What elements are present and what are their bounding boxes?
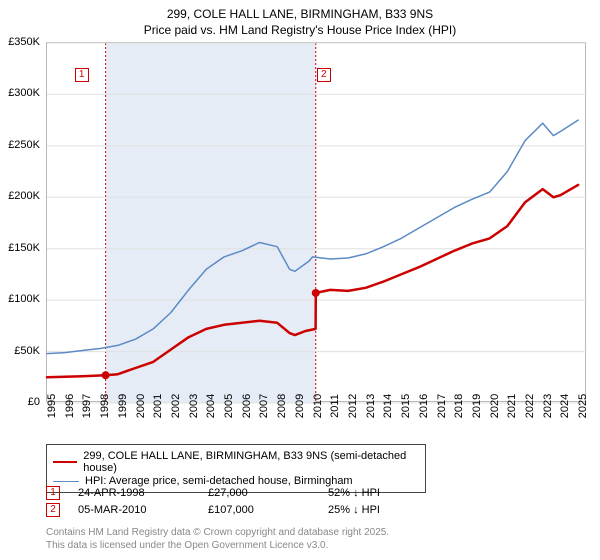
x-tick-label: 2022 xyxy=(524,394,536,418)
info-row: 1 24-APR-1998£27,00052% ↓ HPI xyxy=(46,486,586,500)
title-line2: Price paid vs. HM Land Registry's House … xyxy=(0,22,600,38)
info-row: 2 05-MAR-2010£107,00025% ↓ HPI xyxy=(46,503,586,517)
x-tick-label: 2007 xyxy=(258,394,270,418)
x-tick-label: 2025 xyxy=(577,394,589,418)
y-tick-label: £300K xyxy=(8,87,40,99)
x-tick-label: 2014 xyxy=(382,394,394,418)
y-tick-label: £0 xyxy=(28,396,40,408)
x-tick-label: 2024 xyxy=(559,394,571,418)
annotation-marker: 2 xyxy=(317,68,331,82)
legend-item: 299, COLE HALL LANE, BIRMINGHAM, B33 9NS… xyxy=(53,450,419,474)
x-tick-label: 2006 xyxy=(241,394,253,418)
chart-title-block: 299, COLE HALL LANE, BIRMINGHAM, B33 9NS… xyxy=(0,0,600,38)
x-tick-label: 2018 xyxy=(453,394,465,418)
x-tick-label: 2019 xyxy=(471,394,483,418)
x-tick-label: 1997 xyxy=(81,394,93,418)
x-tick-label: 2004 xyxy=(205,394,217,418)
y-tick-label: £200K xyxy=(8,190,40,202)
x-tick-label: 1995 xyxy=(46,394,58,418)
y-tick-label: £250K xyxy=(8,139,40,151)
y-axis-ticks: £0£50K£100K£150K£200K£250K£300K£350K xyxy=(0,42,44,402)
title-line1: 299, COLE HALL LANE, BIRMINGHAM, B33 9NS xyxy=(0,6,600,22)
info-marker: 1 xyxy=(46,486,60,500)
y-tick-label: £100K xyxy=(8,293,40,305)
x-tick-label: 2000 xyxy=(135,394,147,418)
x-tick-label: 2020 xyxy=(489,394,501,418)
x-tick-label: 2011 xyxy=(329,394,341,418)
info-date: 05-MAR-2010 xyxy=(78,504,208,516)
legend-swatch xyxy=(53,461,77,463)
chart-container: 299, COLE HALL LANE, BIRMINGHAM, B33 9NS… xyxy=(0,0,600,560)
x-tick-label: 2001 xyxy=(152,394,164,418)
y-tick-label: £350K xyxy=(8,36,40,48)
x-tick-label: 2016 xyxy=(418,394,430,418)
x-tick-label: 2017 xyxy=(436,394,448,418)
info-price: £27,000 xyxy=(208,487,328,499)
x-tick-label: 2013 xyxy=(365,394,377,418)
plot-area: 12 xyxy=(46,42,586,402)
y-tick-label: £50K xyxy=(14,345,40,357)
legend-label: 299, COLE HALL LANE, BIRMINGHAM, B33 9NS… xyxy=(83,450,419,474)
x-tick-label: 2009 xyxy=(294,394,306,418)
x-tick-label: 1996 xyxy=(64,394,76,418)
small-print-line2: This data is licensed under the Open Gov… xyxy=(46,539,586,552)
info-delta: 25% ↓ HPI xyxy=(328,504,380,516)
x-tick-label: 2003 xyxy=(188,394,200,418)
plot-svg: 12 xyxy=(47,43,585,401)
x-tick-label: 2021 xyxy=(506,394,518,418)
x-tick-label: 2023 xyxy=(542,394,554,418)
info-marker: 2 xyxy=(46,503,60,517)
x-tick-label: 1998 xyxy=(99,394,111,418)
info-delta: 52% ↓ HPI xyxy=(328,487,380,499)
x-tick-label: 1999 xyxy=(117,394,129,418)
x-tick-label: 2010 xyxy=(312,394,324,418)
info-date: 24-APR-1998 xyxy=(78,487,208,499)
legend-swatch xyxy=(53,481,79,482)
small-print: Contains HM Land Registry data © Crown c… xyxy=(46,526,586,552)
x-tick-label: 2012 xyxy=(347,394,359,418)
transaction-info: 1 24-APR-1998£27,00052% ↓ HPI 2 05-MAR-2010… xyxy=(46,486,586,520)
annotation-marker: 1 xyxy=(75,68,89,82)
x-tick-label: 2008 xyxy=(276,394,288,418)
info-price: £107,000 xyxy=(208,504,328,516)
y-tick-label: £150K xyxy=(8,242,40,254)
x-tick-label: 2015 xyxy=(400,394,412,418)
small-print-line1: Contains HM Land Registry data © Crown c… xyxy=(46,526,586,539)
x-tick-label: 2005 xyxy=(223,394,235,418)
x-tick-label: 2002 xyxy=(170,394,182,418)
